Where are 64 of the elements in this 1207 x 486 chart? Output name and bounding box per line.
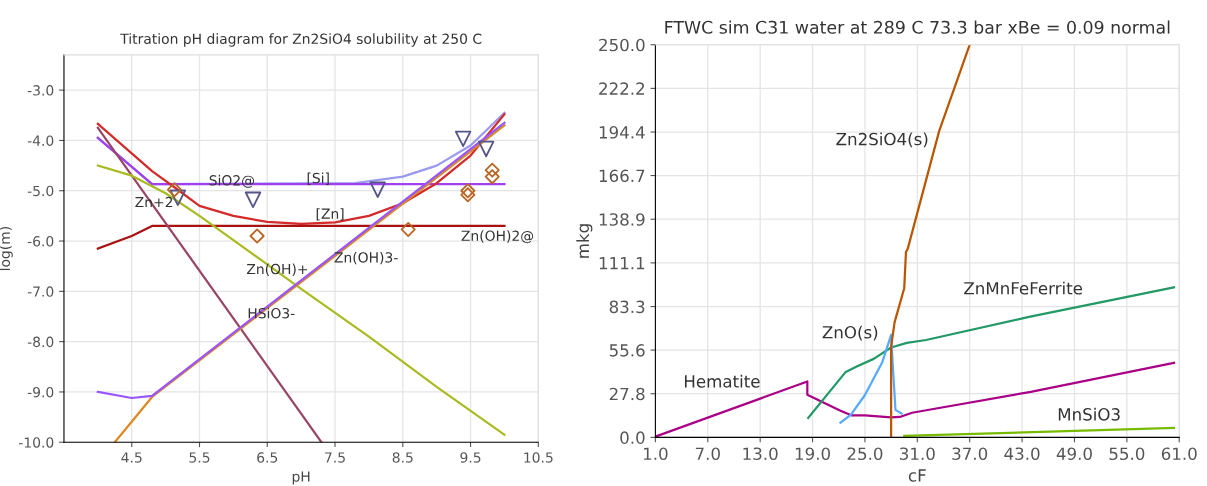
y-axis-title: log(m) — [0, 227, 13, 271]
series-label: ZnO(s) — [822, 325, 878, 341]
point — [249, 228, 265, 244]
chart-title: FTWC sim C31 water at 289 C 73.3 bar xBe = 0.09 normal — [665, 20, 1170, 34]
x-tick-label: 13.0 — [743, 447, 778, 461]
point — [484, 162, 500, 178]
point — [484, 169, 500, 185]
x-tick-label: 7.5 — [325, 452, 345, 463]
y-tick-label: 166.7 — [599, 169, 645, 183]
y-tick-label: 111.1 — [599, 257, 645, 270]
x-axis-title: pH — [292, 471, 310, 485]
x-tick-label: 1.0 — [643, 447, 668, 461]
x-tick-label: 37.0 — [952, 447, 988, 461]
y-tick-label: 27.8 — [609, 387, 645, 401]
y-tick-label: 222.2 — [599, 82, 645, 95]
y-tick-label: -8.0 — [27, 336, 54, 348]
x-tick-label: 55.0 — [1109, 447, 1145, 461]
series-label: Hematite — [684, 374, 760, 388]
y-tick-label: -6.0 — [27, 236, 54, 247]
point — [400, 221, 416, 237]
x-tick-label: 31.0 — [900, 447, 935, 461]
x-tick-label: 5.5 — [189, 452, 210, 463]
point — [244, 191, 262, 208]
point — [454, 130, 472, 148]
point — [460, 187, 476, 203]
y-tick-label: -4.0 — [27, 135, 54, 146]
y-tick-label: 250.0 — [599, 38, 645, 52]
y-axis-title: mkg — [576, 224, 593, 258]
x-tick-label: 9.5 — [460, 452, 481, 463]
line-series — [655, 361, 1176, 438]
x-tick-label: 25.0 — [847, 447, 883, 461]
y-tick-label: 83.3 — [609, 300, 645, 314]
series-label: MnSiO3 — [1058, 407, 1120, 421]
point — [460, 183, 476, 199]
x-tick-label: 10.5 — [524, 452, 553, 463]
series-label: ZnMnFeFerrite — [964, 281, 1083, 295]
series-label: [Zn] — [316, 208, 344, 221]
y-tick-label: 0.0 — [620, 431, 645, 444]
x-tick-label: 7.0 — [695, 447, 720, 461]
y-tick-label: -5.0 — [27, 185, 54, 197]
series-label: Zn(OH)3- — [334, 251, 398, 265]
chart-title: Titration pH diagram for Zn2SiO4 solubility at 250 C — [120, 33, 482, 47]
series-label: Zn(OH)2@ — [461, 230, 534, 244]
y-tick-label: -7.0 — [27, 286, 54, 297]
x-tick-label: 43.0 — [1004, 447, 1040, 461]
series-label: [Si] — [307, 172, 329, 185]
y-tick-label: -10.0 — [18, 437, 54, 448]
x-tick-label: 8.5 — [392, 452, 413, 463]
line-series — [96, 113, 506, 226]
x-tick-label: 6.5 — [257, 452, 278, 463]
y-tick-label: 194.4 — [599, 126, 645, 139]
x-tick-label: 19.0 — [795, 447, 830, 461]
y-tick-label: 55.6 — [609, 344, 645, 357]
y-tick-label: 138.9 — [599, 213, 645, 226]
x-axis-title: cF — [908, 469, 926, 482]
x-tick-label: 4.5 — [121, 452, 142, 463]
y-tick-label: -9.0 — [27, 386, 54, 398]
x-tick-label: 49.0 — [1056, 447, 1092, 461]
series-label: Zn2SiO4(s) — [836, 132, 928, 148]
y-tick-label: -3.0 — [27, 85, 54, 96]
point — [166, 182, 182, 198]
x-tick-label: 61.0 — [1161, 447, 1197, 461]
point — [477, 140, 495, 158]
point — [369, 181, 386, 198]
